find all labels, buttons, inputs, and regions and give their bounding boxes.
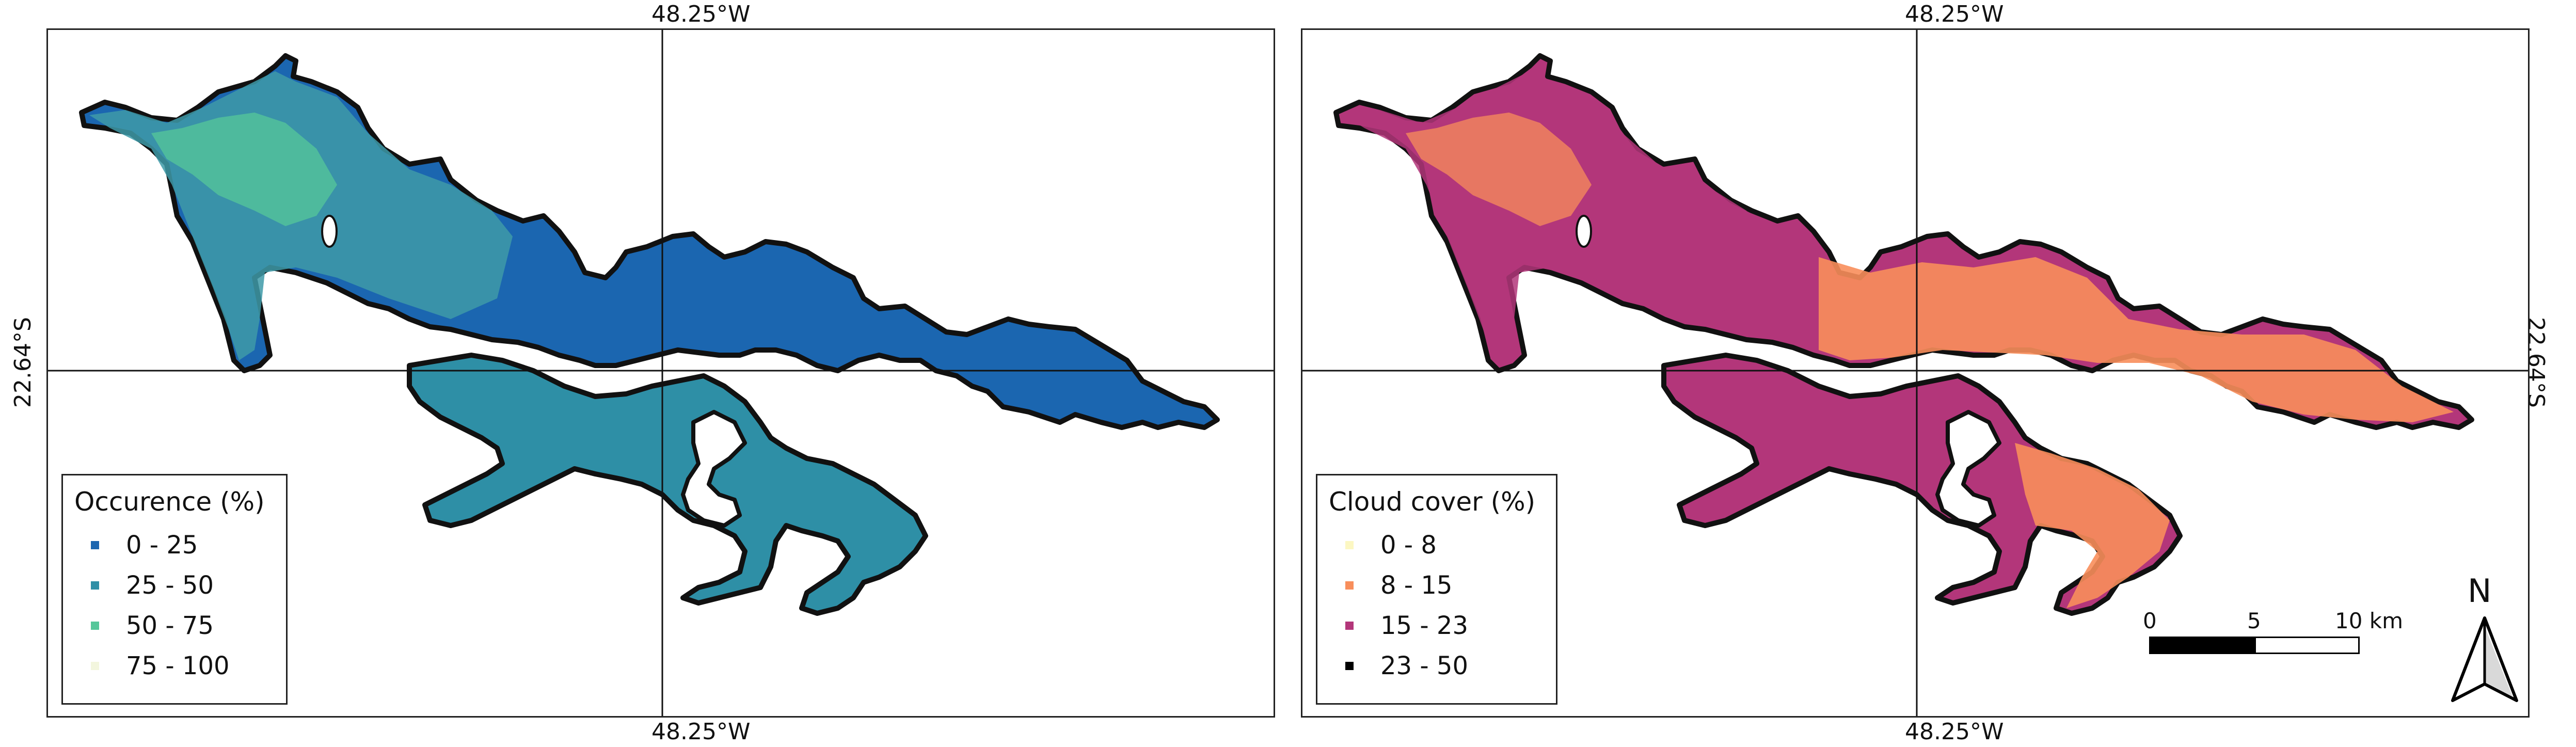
bottom-longitude-label-right: 48.25°W bbox=[1905, 719, 2004, 745]
legend-swatch bbox=[1345, 541, 1354, 549]
north-arrow-icon bbox=[2451, 616, 2518, 702]
legend-swatch bbox=[1345, 622, 1354, 630]
reservoir-hook-island bbox=[681, 410, 747, 528]
highlight-region bbox=[1406, 113, 1592, 226]
island bbox=[321, 215, 338, 248]
top-longitude-label-right: 48.25°W bbox=[1905, 1, 2004, 27]
legend-swatch bbox=[91, 662, 99, 670]
highlight-region bbox=[151, 113, 337, 226]
reservoir-lower-arm bbox=[407, 353, 928, 616]
scale-bar-segment-light bbox=[2254, 637, 2360, 654]
top-longitude-label-left: 48.25°W bbox=[651, 1, 751, 27]
occurrence-map-panel: Occurence (%) 0 - 25 25 - 50 50 - 75 75 … bbox=[46, 28, 1275, 718]
latitude-label-left: 22.64°S bbox=[9, 317, 36, 408]
legend-swatch bbox=[1345, 662, 1354, 670]
legend-item-label: 0 - 25 bbox=[126, 531, 198, 560]
legend-item-label: 0 - 8 bbox=[1380, 531, 1437, 560]
legend-item-label: 75 - 100 bbox=[126, 651, 230, 680]
occurrence-reservoir-map bbox=[48, 30, 1274, 716]
north-label: N bbox=[2468, 572, 2492, 610]
cloud-cover-legend: Cloud cover (%) 0 - 8 8 - 15 15 - 23 23 … bbox=[1316, 474, 1557, 705]
scale-bar-segment-dark bbox=[2149, 637, 2254, 654]
legend-item-label: 23 - 50 bbox=[1380, 651, 1468, 680]
scale-label-5: 5 bbox=[2247, 608, 2261, 633]
legend-swatch bbox=[91, 541, 99, 549]
scale-label-0: 0 bbox=[2143, 608, 2157, 633]
legend-swatch bbox=[91, 581, 99, 590]
island bbox=[1576, 215, 1592, 248]
occurrence-legend-title: Occurence (%) bbox=[74, 487, 265, 517]
cloud-cover-legend-item: 0 - 8 bbox=[1329, 525, 1545, 565]
reservoir-lower-arm bbox=[1661, 353, 2183, 616]
cloud-cover-reservoir-map bbox=[1302, 30, 2528, 716]
cloud-cover-legend-item: 23 - 50 bbox=[1329, 646, 1545, 686]
legend-swatch bbox=[91, 622, 99, 630]
legend-item-label: 15 - 23 bbox=[1380, 611, 1468, 640]
legend-swatch bbox=[1345, 581, 1354, 590]
downstream-highlight-region bbox=[1819, 257, 2454, 422]
scale-bar bbox=[2149, 637, 2361, 657]
occurrence-legend-item: 75 - 100 bbox=[74, 646, 275, 686]
occurrence-legend-item: 0 - 25 bbox=[74, 525, 275, 565]
scale-label-10-km: 10 km bbox=[2335, 608, 2404, 633]
lower-arm-highlight-region bbox=[2015, 443, 2170, 608]
legend-item-label: 50 - 75 bbox=[126, 611, 214, 640]
cloud-cover-legend-item: 15 - 23 bbox=[1329, 606, 1545, 646]
cloud-cover-map-panel: Cloud cover (%) 0 - 8 8 - 15 15 - 23 23 … bbox=[1301, 28, 2530, 718]
legend-item-label: 25 - 50 bbox=[126, 571, 214, 600]
cloud-cover-legend-item: 8 - 15 bbox=[1329, 565, 1545, 606]
reservoir-hook-island bbox=[1935, 410, 2001, 528]
occurrence-legend-item: 50 - 75 bbox=[74, 606, 275, 646]
legend-item-label: 8 - 15 bbox=[1380, 571, 1453, 600]
bottom-longitude-label-left: 48.25°W bbox=[651, 719, 751, 745]
occurrence-legend: Occurence (%) 0 - 25 25 - 50 50 - 75 75 … bbox=[61, 474, 288, 705]
cloud-cover-legend-title: Cloud cover (%) bbox=[1329, 487, 1536, 517]
occurrence-legend-item: 25 - 50 bbox=[74, 565, 275, 606]
